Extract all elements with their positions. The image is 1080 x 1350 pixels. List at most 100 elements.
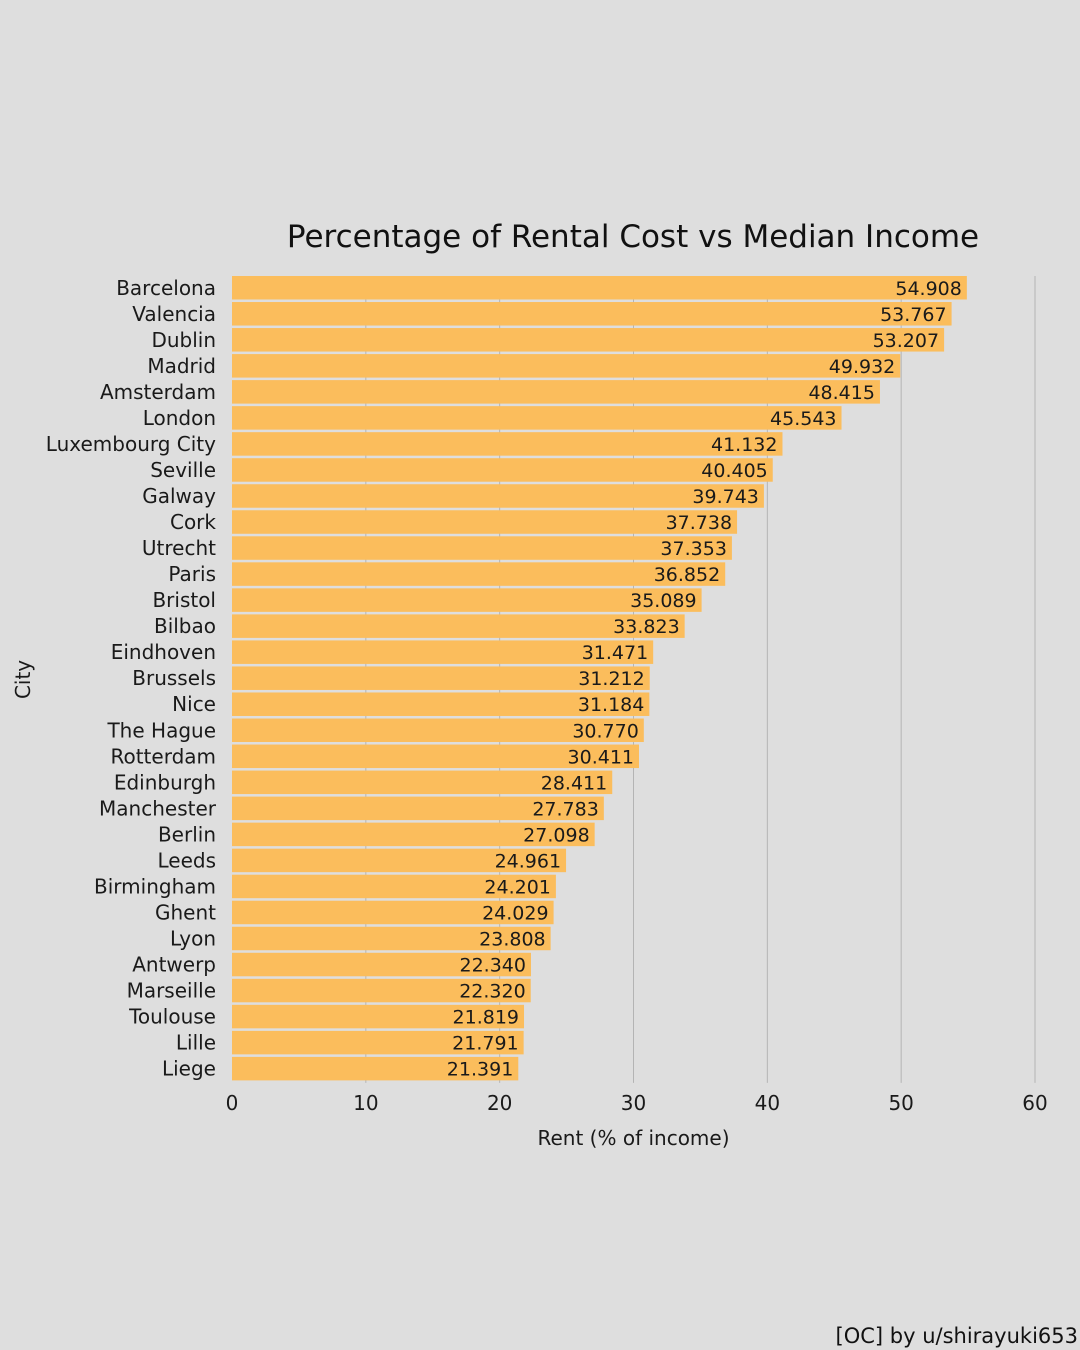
bar-23	[232, 874, 556, 899]
value-label-25: 23.808	[479, 929, 545, 951]
value-label-6: 41.132	[711, 434, 777, 456]
chart-title: Percentage of Rental Cost vs Median Inco…	[287, 219, 979, 255]
bar-27	[232, 978, 531, 1003]
x-tick-label-1: 10	[353, 1091, 378, 1115]
value-label-4: 48.415	[808, 382, 874, 404]
x-axis-label: Rent (% of income)	[537, 1126, 729, 1150]
bar-10	[232, 536, 732, 560]
category-label-6: Luxembourg City	[46, 432, 216, 456]
category-label-8: Galway	[142, 484, 216, 508]
category-label-21: Berlin	[158, 822, 216, 846]
bar-24	[232, 900, 554, 925]
category-label-26: Antwerp	[132, 953, 216, 977]
bar-18	[232, 744, 640, 769]
category-label-27: Marseille	[127, 979, 216, 1003]
bar-26	[232, 952, 531, 977]
value-label-22: 24.961	[495, 850, 561, 872]
bar-16	[232, 692, 650, 716]
bar-6	[232, 432, 783, 456]
value-label-18: 30.411	[568, 746, 634, 768]
value-label-11: 36.852	[654, 564, 720, 586]
bar-25	[232, 926, 551, 951]
value-label-24: 24.029	[482, 902, 548, 924]
bars: 54.908 53.767 53.207 49.932 48.415 45.543 41.1…	[232, 276, 967, 1081]
x-tick-label-2: 20	[487, 1091, 512, 1115]
category-label-10: Utrecht	[142, 536, 216, 560]
x-tick-label-5: 50	[888, 1091, 913, 1115]
category-label-15: Brussels	[132, 666, 216, 690]
value-label-5: 45.543	[770, 408, 836, 430]
category-label-2: Dublin	[151, 328, 216, 352]
category-label-23: Birmingham	[94, 874, 216, 898]
category-labels: BarcelonaValenciaDublinMadridAmsterdamLo…	[46, 276, 217, 1081]
category-label-12: Bristol	[152, 588, 216, 612]
category-label-1: Valencia	[132, 302, 216, 326]
category-label-22: Leeds	[157, 848, 216, 872]
value-label-28: 21.819	[453, 1007, 519, 1029]
value-label-19: 28.411	[541, 772, 607, 794]
x-tick-label-4: 40	[755, 1091, 780, 1115]
credit-text: [OC] by u/shirayuki653	[835, 1324, 1078, 1348]
category-label-11: Paris	[168, 562, 216, 586]
value-label-29: 21.791	[452, 1033, 518, 1055]
value-label-23: 24.201	[484, 876, 550, 898]
bar-8	[232, 484, 764, 508]
bar-21	[232, 822, 595, 847]
category-label-18: Rotterdam	[110, 744, 216, 768]
value-label-21: 27.098	[523, 824, 589, 846]
category-label-9: Cork	[170, 510, 216, 534]
bar-29	[232, 1030, 524, 1055]
value-label-1: 53.767	[880, 304, 946, 326]
category-label-24: Ghent	[155, 900, 216, 924]
x-tick-label-6: 60	[1022, 1091, 1047, 1115]
x-tick-labels: 0 10 20 30 40 50 60	[226, 1091, 1048, 1115]
bar-14	[232, 640, 654, 664]
value-label-17: 30.770	[572, 720, 638, 742]
bar-19	[232, 770, 613, 795]
value-label-16: 31.184	[578, 694, 644, 716]
bar-0	[232, 276, 967, 300]
category-label-16: Nice	[172, 692, 216, 716]
category-label-3: Madrid	[147, 354, 216, 378]
category-label-25: Lyon	[170, 927, 216, 951]
value-label-9: 37.738	[666, 512, 732, 534]
category-label-17: The Hague	[106, 718, 216, 742]
bar-22	[232, 848, 567, 873]
category-label-0: Barcelona	[116, 276, 216, 300]
value-label-20: 27.783	[532, 798, 598, 820]
value-label-14: 31.471	[582, 642, 648, 664]
value-label-13: 33.823	[613, 616, 679, 638]
value-label-12: 35.089	[630, 590, 696, 612]
value-label-2: 53.207	[873, 330, 939, 352]
bar-5	[232, 406, 842, 430]
value-label-15: 31.212	[578, 668, 644, 690]
value-label-7: 40.405	[701, 460, 767, 482]
bar-20	[232, 796, 604, 821]
bar-4	[232, 380, 880, 404]
y-axis-label: City	[11, 660, 35, 699]
bar-13	[232, 614, 685, 638]
value-label-3: 49.932	[829, 356, 895, 378]
bar-1	[232, 302, 952, 326]
bar-3	[232, 354, 901, 378]
x-tick-label-3: 30	[621, 1091, 646, 1115]
bar-11	[232, 562, 726, 586]
value-label-10: 37.353	[660, 538, 726, 560]
bar-12	[232, 588, 702, 612]
category-label-19: Edinburgh	[114, 770, 216, 794]
category-label-28: Toulouse	[128, 1005, 216, 1029]
bar-15	[232, 666, 650, 690]
value-label-0: 54.908	[895, 278, 961, 300]
value-label-30: 21.391	[447, 1059, 513, 1081]
bar-17	[232, 718, 644, 743]
category-label-30: Liege	[162, 1057, 216, 1081]
value-label-8: 39.743	[692, 486, 758, 508]
x-tick-label-0: 0	[226, 1091, 239, 1115]
category-label-14: Eindhoven	[111, 640, 216, 664]
category-label-7: Seville	[150, 458, 216, 482]
category-label-4: Amsterdam	[100, 380, 216, 404]
category-label-5: London	[143, 406, 216, 430]
bar-30	[232, 1056, 519, 1081]
value-label-26: 22.340	[459, 955, 525, 977]
